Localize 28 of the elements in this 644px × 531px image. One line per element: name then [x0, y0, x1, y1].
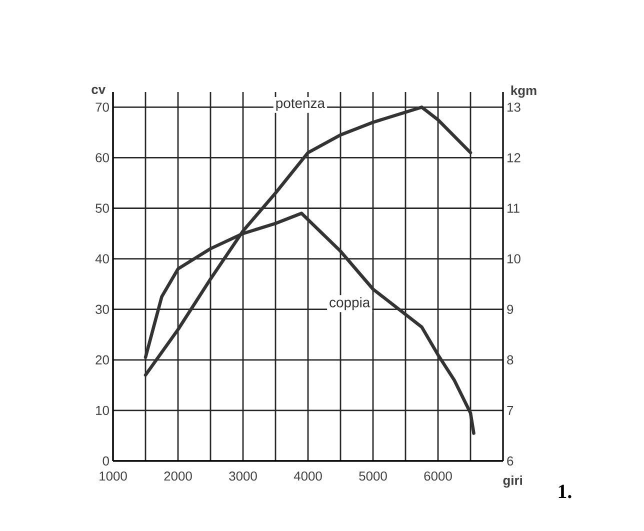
y2-tick-label: 9	[507, 304, 514, 314]
x-axis-title: giri	[503, 476, 522, 488]
x-tick-label: 6000	[424, 472, 452, 481]
y2-tick-label: 10	[508, 254, 520, 264]
series-label: coppia	[330, 297, 370, 310]
y2-tick-label: 7	[507, 406, 514, 415]
text: 1.	[558, 484, 572, 498]
x-tick-label: 4000	[294, 472, 322, 481]
y-tick-label: 50	[96, 204, 109, 213]
y2-tick-label: 13	[508, 102, 520, 112]
y-tick-label: 30	[96, 304, 109, 314]
y-axis-title: cv	[92, 86, 106, 94]
y-tick-label: 70	[96, 102, 109, 112]
y-tick-label: 40	[95, 254, 109, 264]
x-tick-label: 1000	[100, 472, 127, 481]
y-tick-label: 0	[102, 456, 109, 466]
text: potenza	[276, 98, 326, 111]
y2-tick-label: 12	[508, 153, 520, 162]
y-tick-label: 20	[96, 355, 109, 364]
y2-tick-label: 11	[508, 204, 520, 213]
x-tick-label: 3000	[229, 472, 257, 481]
y-tick-label: 10	[96, 406, 109, 416]
y2-tick-label: 8	[507, 355, 514, 364]
y2-axis-title: kgm	[511, 86, 536, 98]
y2-tick-label: 6	[507, 456, 514, 466]
y-tick-label: 60	[96, 153, 109, 162]
x-tick-label: 5000	[359, 472, 387, 481]
x-tick-label: 2000	[164, 472, 192, 481]
